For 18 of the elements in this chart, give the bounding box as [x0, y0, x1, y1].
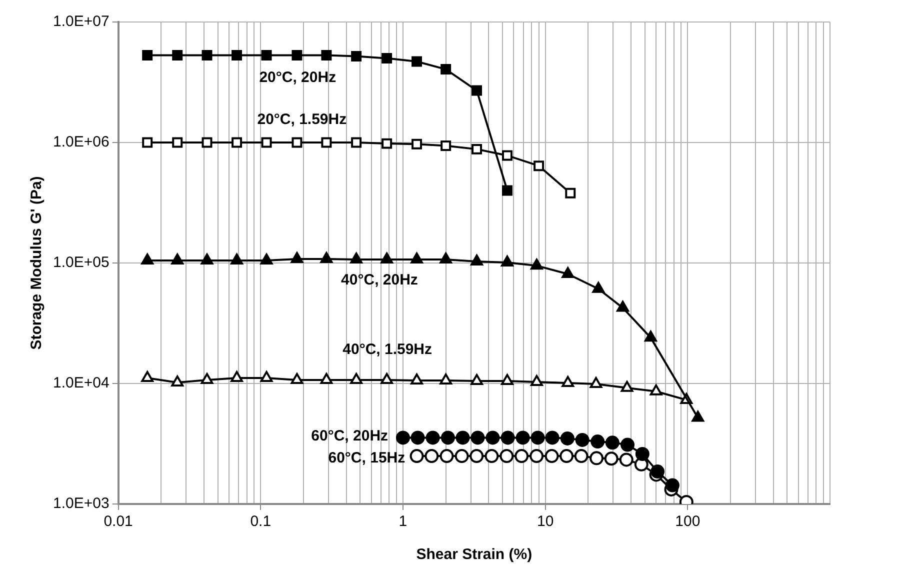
- series-label: 20°C, 1.59Hz: [257, 110, 347, 128]
- y-axis-title: Storage Modulus G' (Pa): [28, 176, 46, 350]
- x-tick-label: 100: [675, 513, 700, 530]
- series-label: 60°C, 15Hz: [328, 449, 406, 466]
- y-tick-label: 1.0E+06: [52, 134, 110, 151]
- series-label: 20°C, 20Hz: [259, 69, 336, 86]
- x-tick-label: 0.1: [250, 513, 272, 530]
- y-tick-label: 1.0E+05: [52, 254, 110, 272]
- y-tick-label: 1.0E+04: [52, 374, 110, 392]
- x-tick-label: 10: [536, 513, 554, 530]
- y-tick-label: 1.0E+07: [52, 13, 110, 30]
- y-tick-label: 1.0E+03: [52, 495, 110, 512]
- x-tick-label: 0.01: [104, 513, 133, 530]
- x-axis-title: Shear Strain (%): [416, 546, 532, 564]
- series-label: 40°C, 1.59Hz: [342, 340, 432, 358]
- series-label: 40°C, 20Hz: [341, 271, 418, 288]
- series-label: 60°C, 20Hz: [311, 428, 388, 445]
- x-tick-label: 1: [398, 513, 408, 530]
